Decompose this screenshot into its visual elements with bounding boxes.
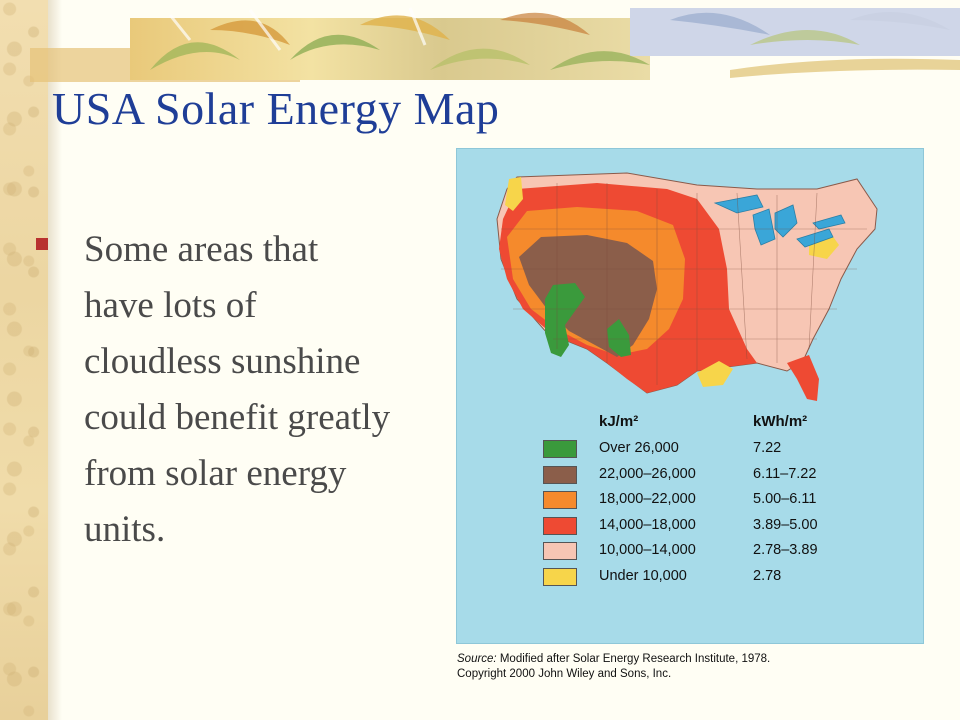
legend-swatch (543, 516, 577, 535)
legend-row: 14,000–18,000 3.89–5.00 (543, 514, 883, 540)
great-lakes (713, 194, 846, 248)
map-source-caption: Source: Modified after Solar Energy Rese… (457, 652, 917, 682)
source-text: Modified after Solar Energy Research Ins… (499, 653, 771, 665)
legend-kwh-label: 7.22 (753, 440, 782, 456)
legend-kwh-label: 6.11–7.22 (753, 465, 817, 482)
state-borders (501, 183, 867, 385)
legend-kj-label: Over 26,000 (599, 440, 679, 456)
legend-kwh-label: 2.78 (753, 567, 782, 584)
region-under-10000 (505, 177, 523, 211)
parchment-strip (0, 0, 48, 720)
bullet-item: Some areas that have lots of cloudless s… (36, 222, 396, 558)
legend-kwh-label: 5.00–6.11 (753, 491, 817, 507)
legend-swatch (543, 440, 577, 458)
leaf-banner (30, 7, 960, 82)
parchment-shadow (48, 0, 62, 720)
slide-title: USA Solar Energy Map (52, 83, 500, 134)
legend-row: Under 10,000 2.78 (543, 565, 883, 591)
square-bullet-icon (36, 238, 48, 250)
legend-header: kJ/m² kWh/m² (543, 413, 883, 437)
legend-row: Over 26,000 7.22 (543, 437, 883, 463)
region-over-26000 (545, 283, 585, 357)
usa-solar-map (496, 172, 878, 401)
legend-kj-label: 22,000–26,000 (599, 465, 696, 482)
legend-kwh-label: 3.89–5.00 (753, 516, 818, 533)
legend-kj-label: 14,000–18,000 (599, 516, 696, 533)
legend-header-kwh: kWh/m² (753, 413, 808, 430)
region-under-10000-c (697, 361, 733, 387)
legend-kj-label: 18,000–22,000 (599, 491, 696, 507)
legend-row: 10,000–14,000 2.78–3.89 (543, 539, 883, 565)
map-legend: kJ/m² kWh/m² Over 26,000 7.22 22,000–26,… (543, 413, 883, 590)
bullet-text: Some areas that have lots of cloudless s… (84, 229, 391, 550)
legend-kj-label: Under 10,000 (599, 567, 687, 584)
legend-swatch (543, 567, 577, 586)
region-over-26000-b (607, 319, 631, 357)
legend-row: 18,000–22,000 5.00–6.11 (543, 488, 883, 514)
solar-map-figure: kJ/m² kWh/m² Over 26,000 7.22 22,000–26,… (456, 148, 924, 644)
legend-swatch (543, 542, 577, 560)
copyright-line: Copyright 2000 John Wiley and Sons, Inc. (457, 668, 672, 680)
legend-swatch (543, 491, 577, 509)
legend-swatch (543, 465, 577, 484)
region-florida (787, 355, 819, 401)
source-line: Source: Modified after Solar Energy Rese… (457, 652, 917, 667)
legend-kj-label: 10,000–14,000 (599, 542, 696, 558)
legend-kwh-label: 2.78–3.89 (753, 542, 818, 558)
legend-row: 22,000–26,000 6.11–7.22 (543, 463, 883, 489)
source-label: Source: (457, 653, 497, 665)
legend-header-kj: kJ/m² (599, 413, 639, 430)
